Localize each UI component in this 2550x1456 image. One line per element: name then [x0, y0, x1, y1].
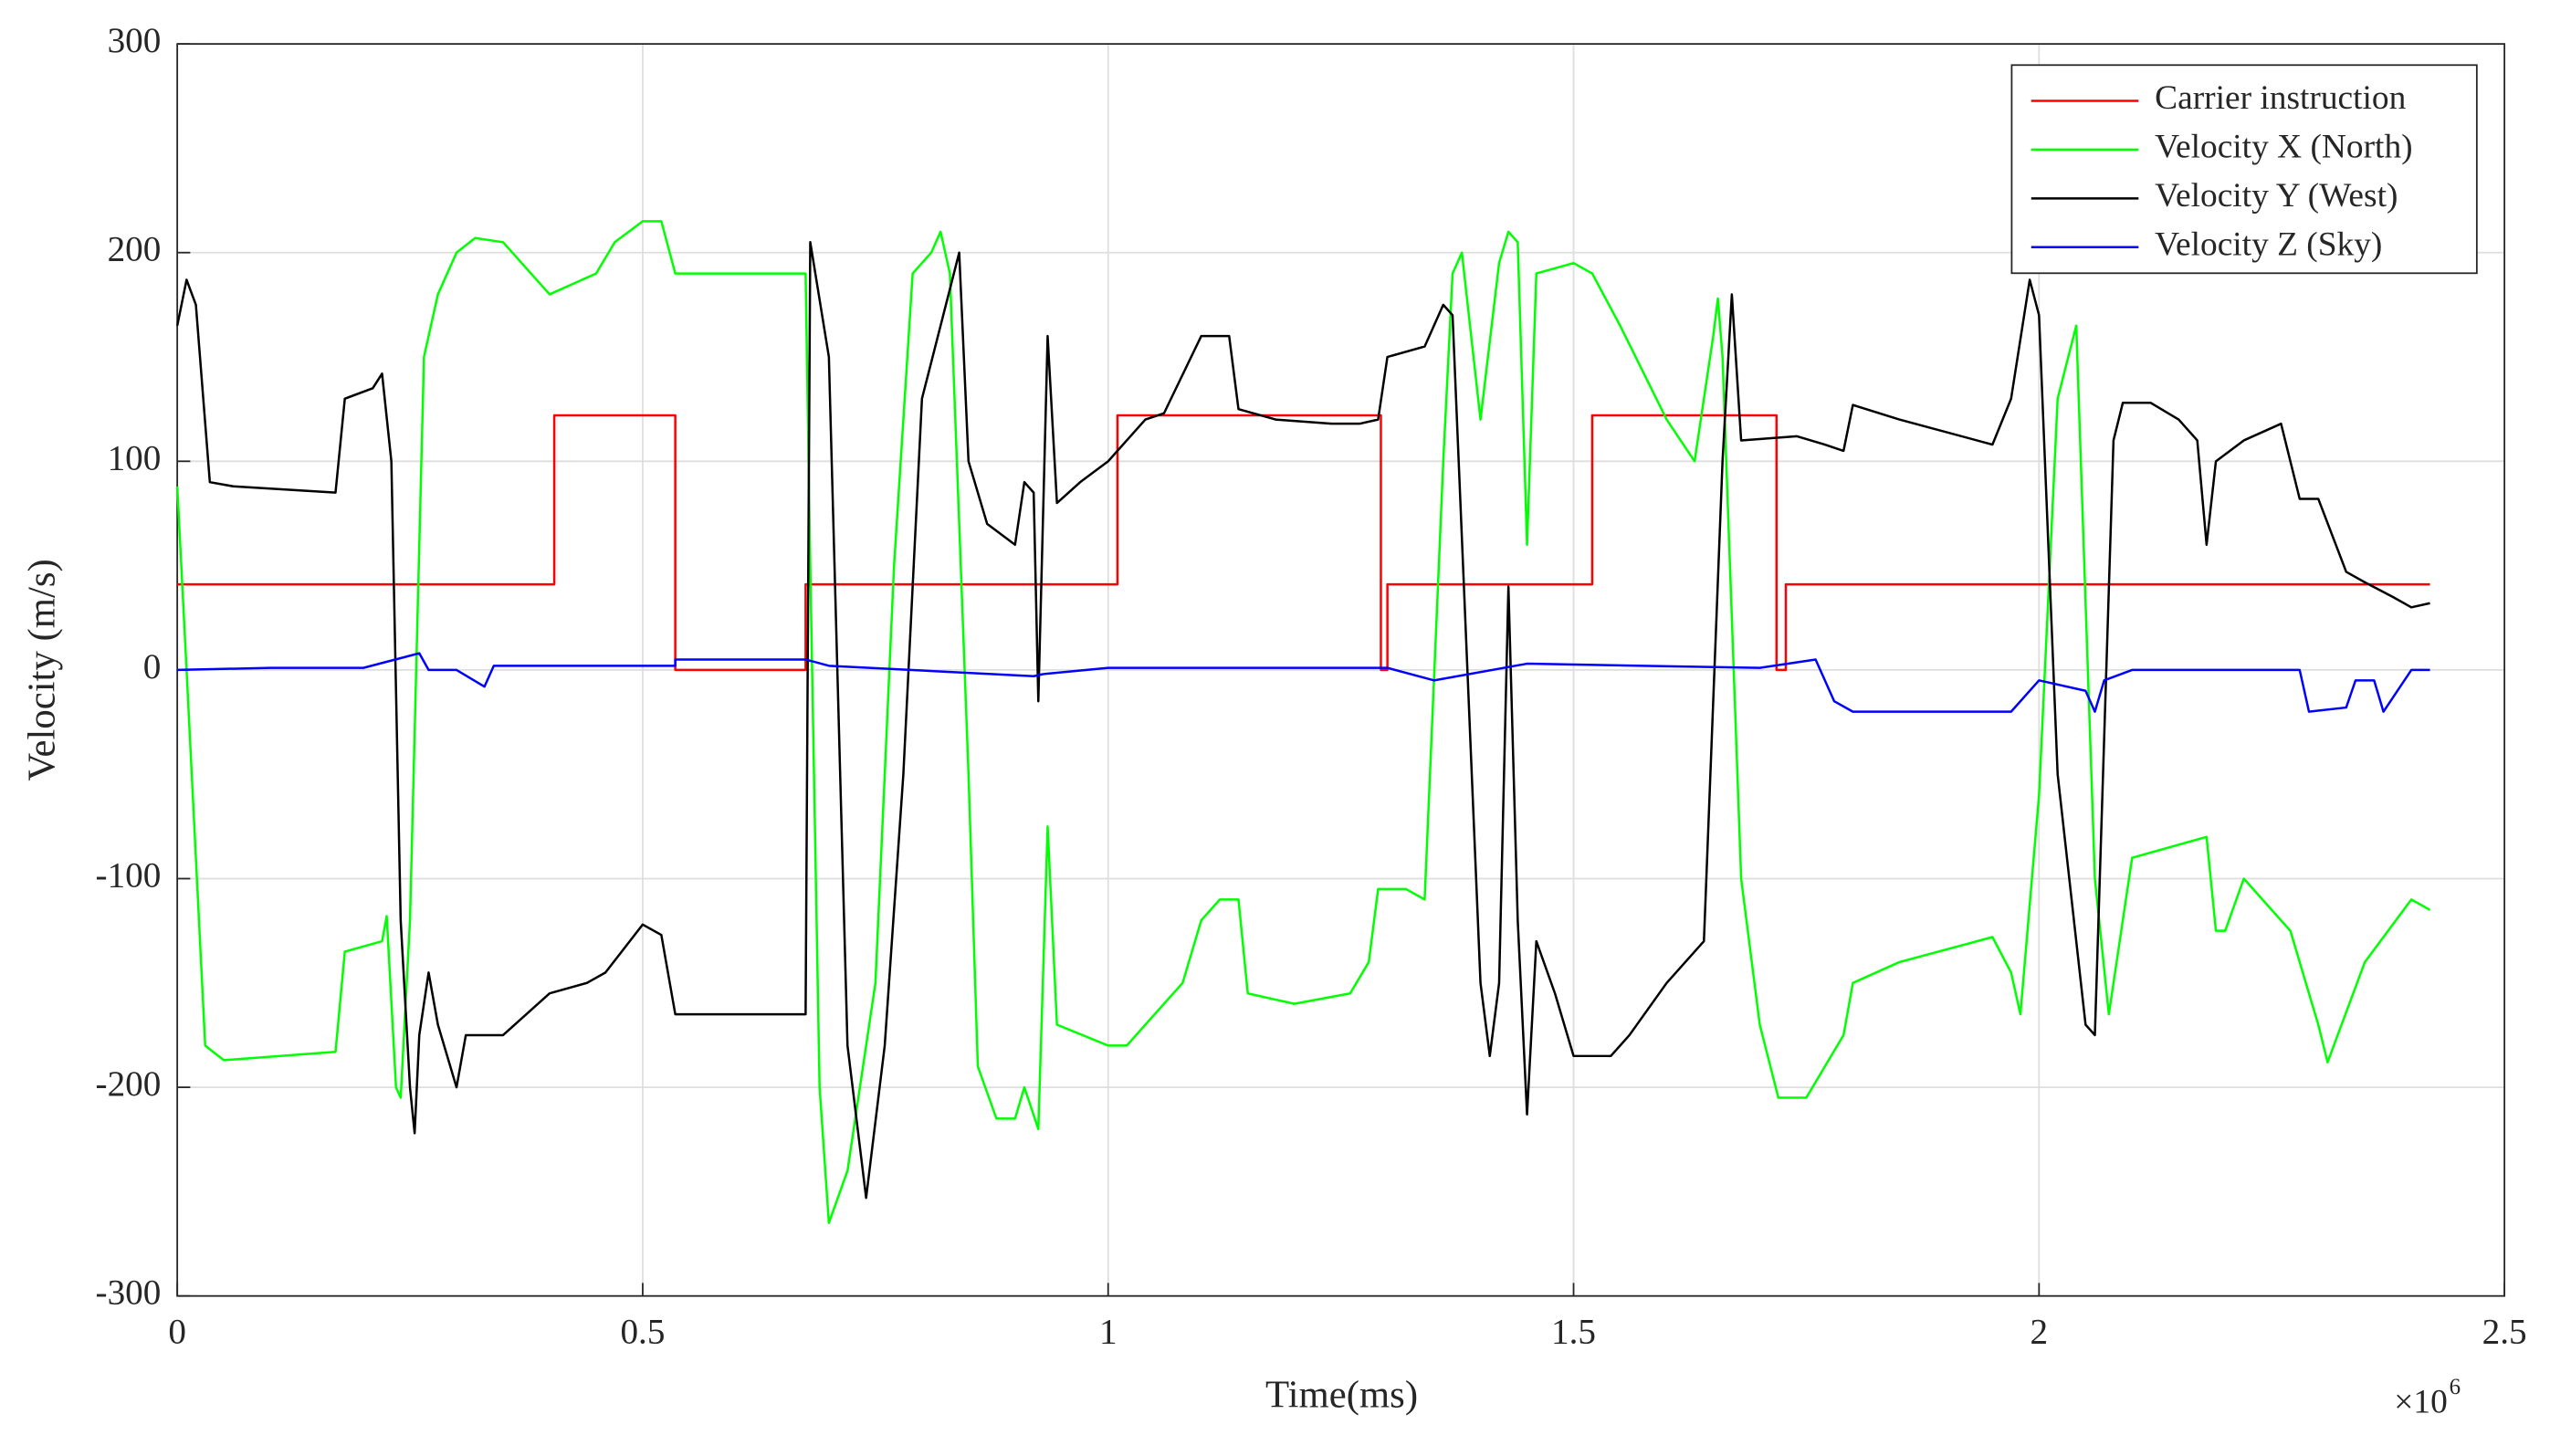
x-tick-label: 1.5: [1551, 1312, 1596, 1351]
x-tick-label: 0: [168, 1312, 186, 1351]
legend-label: Velocity Z (Sky): [2155, 225, 2382, 263]
x-tick-label: 2: [2031, 1312, 2049, 1351]
legend-label: Carrier instruction: [2155, 79, 2406, 117]
x-tick-label: 2.5: [2482, 1312, 2527, 1351]
y-tick-label: -200: [96, 1064, 162, 1104]
series-line: [177, 652, 2430, 713]
y-tick-label: 200: [108, 230, 162, 269]
y-tick-label: 300: [108, 21, 162, 60]
x-tick-label: 1: [1099, 1312, 1118, 1351]
legend-label: Velocity Y (West): [2155, 177, 2398, 215]
legend-label: Velocity X (North): [2155, 128, 2412, 165]
y-axis-label: Velocity (m/s): [21, 559, 64, 780]
x-tick-label: 0.5: [620, 1312, 665, 1351]
series-line: [177, 414, 2430, 672]
y-tick-label: 0: [143, 647, 162, 686]
y-tick-label: 100: [108, 438, 162, 477]
y-tick-label: -300: [96, 1273, 162, 1313]
x-multiplier: ×10: [2394, 1384, 2447, 1421]
series-line: [175, 241, 2430, 1199]
x-axis-label: Time(ms): [1265, 1374, 1418, 1417]
y-tick-label: -100: [96, 855, 162, 895]
series-line: [175, 220, 2431, 1224]
x-multiplier-exponent: 6: [2450, 1375, 2461, 1399]
